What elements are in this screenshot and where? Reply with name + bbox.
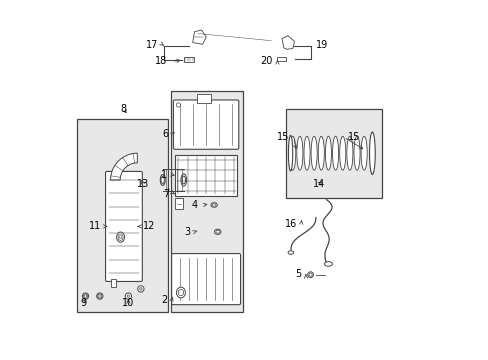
Polygon shape [282, 36, 294, 49]
FancyBboxPatch shape [171, 253, 240, 305]
Text: 14: 14 [313, 179, 325, 189]
Text: 15: 15 [347, 132, 360, 142]
Bar [196, 94, 211, 103]
Polygon shape [110, 153, 137, 180]
Text: 13: 13 [136, 179, 148, 189]
Ellipse shape [178, 289, 183, 296]
Text: 4: 4 [192, 200, 198, 210]
Ellipse shape [210, 203, 217, 207]
Text: 19: 19 [315, 40, 327, 50]
Ellipse shape [138, 286, 144, 292]
Ellipse shape [99, 295, 101, 297]
Text: 5: 5 [295, 269, 301, 279]
Ellipse shape [289, 136, 295, 170]
Ellipse shape [127, 295, 129, 297]
Ellipse shape [119, 236, 122, 239]
Ellipse shape [339, 136, 345, 170]
Ellipse shape [296, 136, 302, 170]
FancyBboxPatch shape [173, 100, 238, 149]
Bar [175, 155, 237, 196]
Ellipse shape [181, 174, 186, 186]
Ellipse shape [310, 136, 317, 170]
Ellipse shape [84, 295, 86, 297]
Text: 6: 6 [163, 129, 168, 139]
Ellipse shape [118, 234, 123, 240]
Ellipse shape [353, 136, 359, 170]
Ellipse shape [214, 229, 221, 234]
Ellipse shape [369, 132, 374, 174]
Ellipse shape [325, 136, 331, 170]
Ellipse shape [288, 135, 292, 171]
Bar [276, 58, 285, 62]
Ellipse shape [182, 176, 185, 184]
Text: 17: 17 [146, 40, 159, 50]
Polygon shape [192, 30, 206, 44]
Ellipse shape [83, 294, 87, 298]
Bar [183, 58, 194, 62]
Bar [77, 119, 167, 312]
Ellipse shape [216, 230, 219, 233]
Ellipse shape [140, 288, 142, 290]
Text: 12: 12 [142, 221, 155, 231]
Ellipse shape [176, 287, 185, 298]
Ellipse shape [304, 136, 309, 170]
Ellipse shape [287, 251, 293, 254]
Ellipse shape [160, 175, 165, 185]
Bar [171, 91, 242, 312]
Ellipse shape [212, 204, 216, 206]
Text: 10: 10 [122, 298, 134, 308]
Ellipse shape [346, 136, 352, 170]
Text: 8: 8 [120, 104, 126, 113]
Ellipse shape [161, 176, 164, 184]
Bar [175, 198, 183, 208]
Bar [285, 109, 381, 198]
Text: 15: 15 [276, 132, 288, 142]
Bar [110, 279, 116, 287]
Text: 2: 2 [161, 295, 167, 305]
Text: 20: 20 [260, 57, 272, 66]
Text: 7: 7 [163, 189, 169, 199]
Ellipse shape [97, 293, 103, 299]
Text: 3: 3 [183, 227, 190, 237]
Ellipse shape [324, 262, 332, 266]
Ellipse shape [318, 136, 324, 170]
Ellipse shape [307, 272, 313, 278]
Ellipse shape [125, 293, 131, 299]
Text: 1: 1 [160, 170, 166, 180]
Ellipse shape [176, 103, 180, 107]
FancyBboxPatch shape [105, 171, 142, 282]
Ellipse shape [116, 232, 124, 242]
Text: 16: 16 [284, 219, 296, 229]
Text: 9: 9 [80, 298, 86, 308]
Ellipse shape [308, 273, 311, 276]
Ellipse shape [82, 293, 88, 299]
Text: 11: 11 [89, 221, 102, 231]
Text: 18: 18 [155, 57, 167, 66]
Ellipse shape [332, 136, 338, 170]
Ellipse shape [98, 294, 102, 298]
Ellipse shape [361, 136, 366, 170]
